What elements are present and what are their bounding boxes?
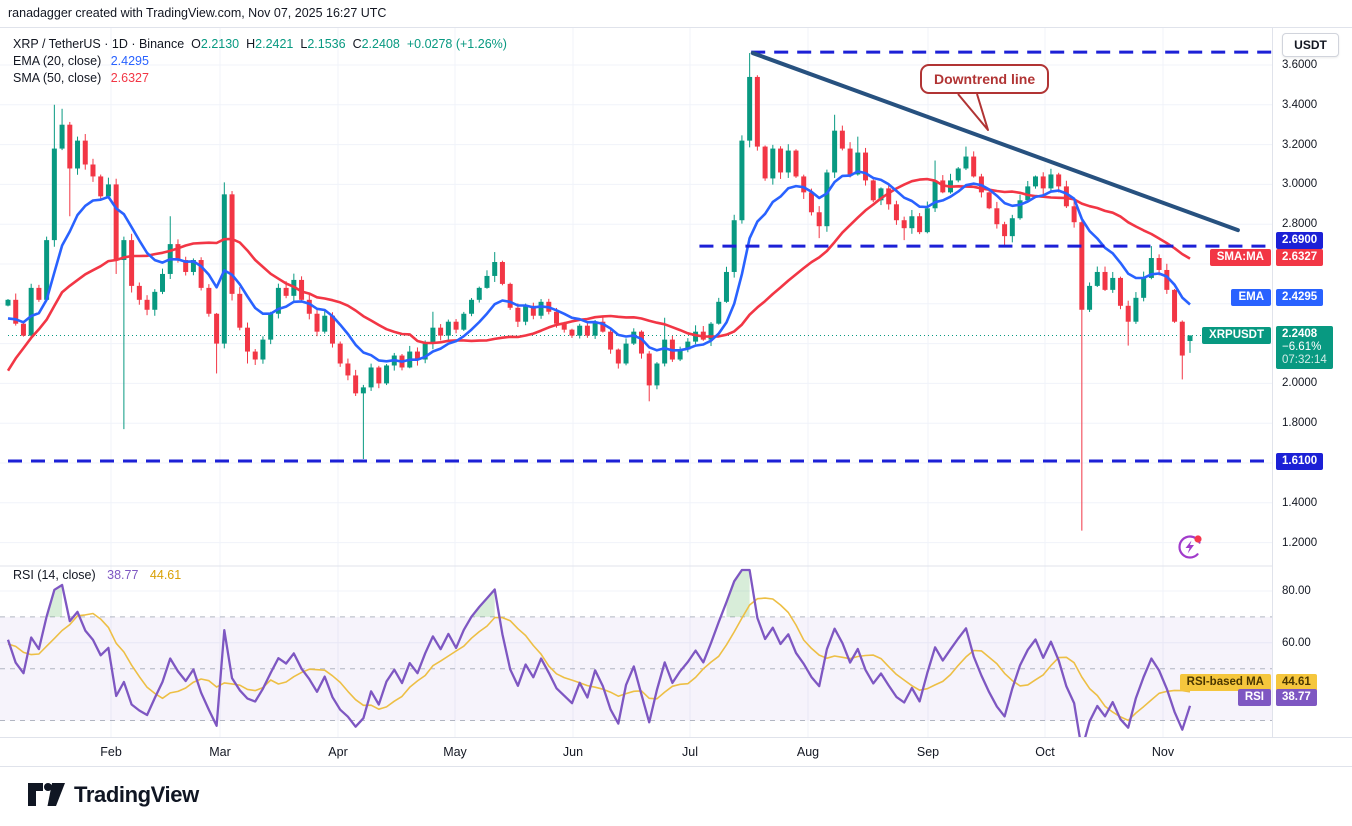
ohlc-low-label: L <box>300 37 308 51</box>
price-tick: 2.8000 <box>1282 218 1318 231</box>
rsi-tick: 80.00 <box>1282 585 1311 597</box>
footer: TradingView <box>0 768 1352 826</box>
price-tick: 2.0000 <box>1282 377 1318 390</box>
month-label-apr: Apr <box>328 745 348 759</box>
sma-label: SMA (50, close) <box>13 71 102 85</box>
month-label-nov: Nov <box>1151 745 1175 759</box>
last-price-pill-tag: XRPUSDT <box>1202 326 1271 344</box>
price-tick: 1.2000 <box>1282 536 1318 549</box>
rsi-pill-tag: RSI <box>1237 689 1271 707</box>
ohlc-open-label: O <box>191 37 201 51</box>
last-price-pill: 2.2408 −6.61% 07:32:14 <box>1276 326 1333 370</box>
flash-icon[interactable] <box>1176 532 1205 561</box>
indicator-legend: XRP / TetherUS · 1D · Binance O2.2130 H2.2… <box>13 36 507 87</box>
ema-legend-row: EMA (20, close) 2.4295 <box>13 53 507 70</box>
month-label-feb: Feb <box>100 745 122 759</box>
price-tick: 1.8000 <box>1282 417 1318 430</box>
price-tick: 3.6000 <box>1282 59 1318 71</box>
sma-value: 2.6327 <box>110 71 149 85</box>
brand-name: TradingView <box>74 781 199 807</box>
currency-unit-button[interactable]: USDT <box>1282 33 1339 57</box>
month-label-mar: Mar <box>209 745 231 759</box>
ema-label: EMA (20, close) <box>13 54 102 68</box>
month-label-may: May <box>443 745 467 759</box>
credit-text: ranadagger created with TradingView.com,… <box>8 6 387 20</box>
symbol-title: XRP / TetherUS · 1D · Binance <box>13 37 185 51</box>
ohlc-high-value: 2.2421 <box>255 37 294 51</box>
rsi-tick: 60.00 <box>1282 636 1311 649</box>
ohlc-low-value: 2.1536 <box>307 37 346 51</box>
rsi-ma-pill-tag: RSI-based MA <box>1179 674 1271 692</box>
ema-price-pill: 2.4295 <box>1276 289 1324 307</box>
sma-price-pill: 2.6327 <box>1276 248 1324 266</box>
sma-price-pill-tag: SMA:MA <box>1209 248 1271 266</box>
downtrend-annotation[interactable]: Downtrend line <box>920 64 1050 94</box>
resistance-pill: 2.6900 <box>1276 231 1324 249</box>
price-tick: 3.0000 <box>1282 178 1318 191</box>
rsi-ma-value: 44.61 <box>149 568 182 582</box>
price-axis[interactable]: 3.6000 3.4000 3.2000 3.0000 2.8000 2.0000 1.80… <box>1272 28 1352 767</box>
ohlc-close-label: C <box>352 37 362 51</box>
rsi-ma-pill: 44.61 <box>1276 674 1317 692</box>
rsi-pill: 38.77 <box>1276 689 1317 707</box>
month-label-jul: Jul <box>682 745 698 759</box>
tradingview-logo[interactable]: TradingView <box>28 781 199 808</box>
ohlc-close-value: 2.2408 <box>361 37 400 51</box>
header-bar: ranadagger created with TradingView.com,… <box>0 0 1352 28</box>
tradingview-logo-icon <box>28 783 65 806</box>
rsi-value: 38.77 <box>107 568 139 582</box>
ema-price-pill-tag: EMA <box>1231 289 1271 307</box>
sma-legend-row: SMA (50, close) 2.6327 <box>13 70 507 87</box>
ema-value: 2.4295 <box>110 54 149 68</box>
rsi-label: RSI (14, close) <box>13 568 96 582</box>
month-label-jun: Jun <box>562 745 584 759</box>
support-pill: 1.6100 <box>1276 452 1324 470</box>
ohlc-high-label: H <box>246 37 256 51</box>
month-label-aug: Aug <box>796 745 820 759</box>
time-axis[interactable]: Feb Mar Apr May Jun Jul Aug Sep Oct Nov <box>0 737 1352 767</box>
month-label-sep: Sep <box>916 745 940 759</box>
change-value: +0.0278 (+1.26%) <box>406 37 507 51</box>
flash-icon-graphic <box>1178 535 1202 559</box>
price-tick: 3.4000 <box>1282 98 1318 111</box>
symbol-row: XRP / TetherUS · 1D · Binance O2.2130 H2.2… <box>13 36 507 53</box>
ohlc-open-value: 2.2130 <box>200 37 240 51</box>
price-tick: 3.2000 <box>1282 138 1318 151</box>
price-tick: 1.4000 <box>1282 496 1318 509</box>
rsi-legend-row: RSI (14, close) 38.77 44.61 <box>13 568 181 582</box>
month-label-oct: Oct <box>1035 745 1055 759</box>
